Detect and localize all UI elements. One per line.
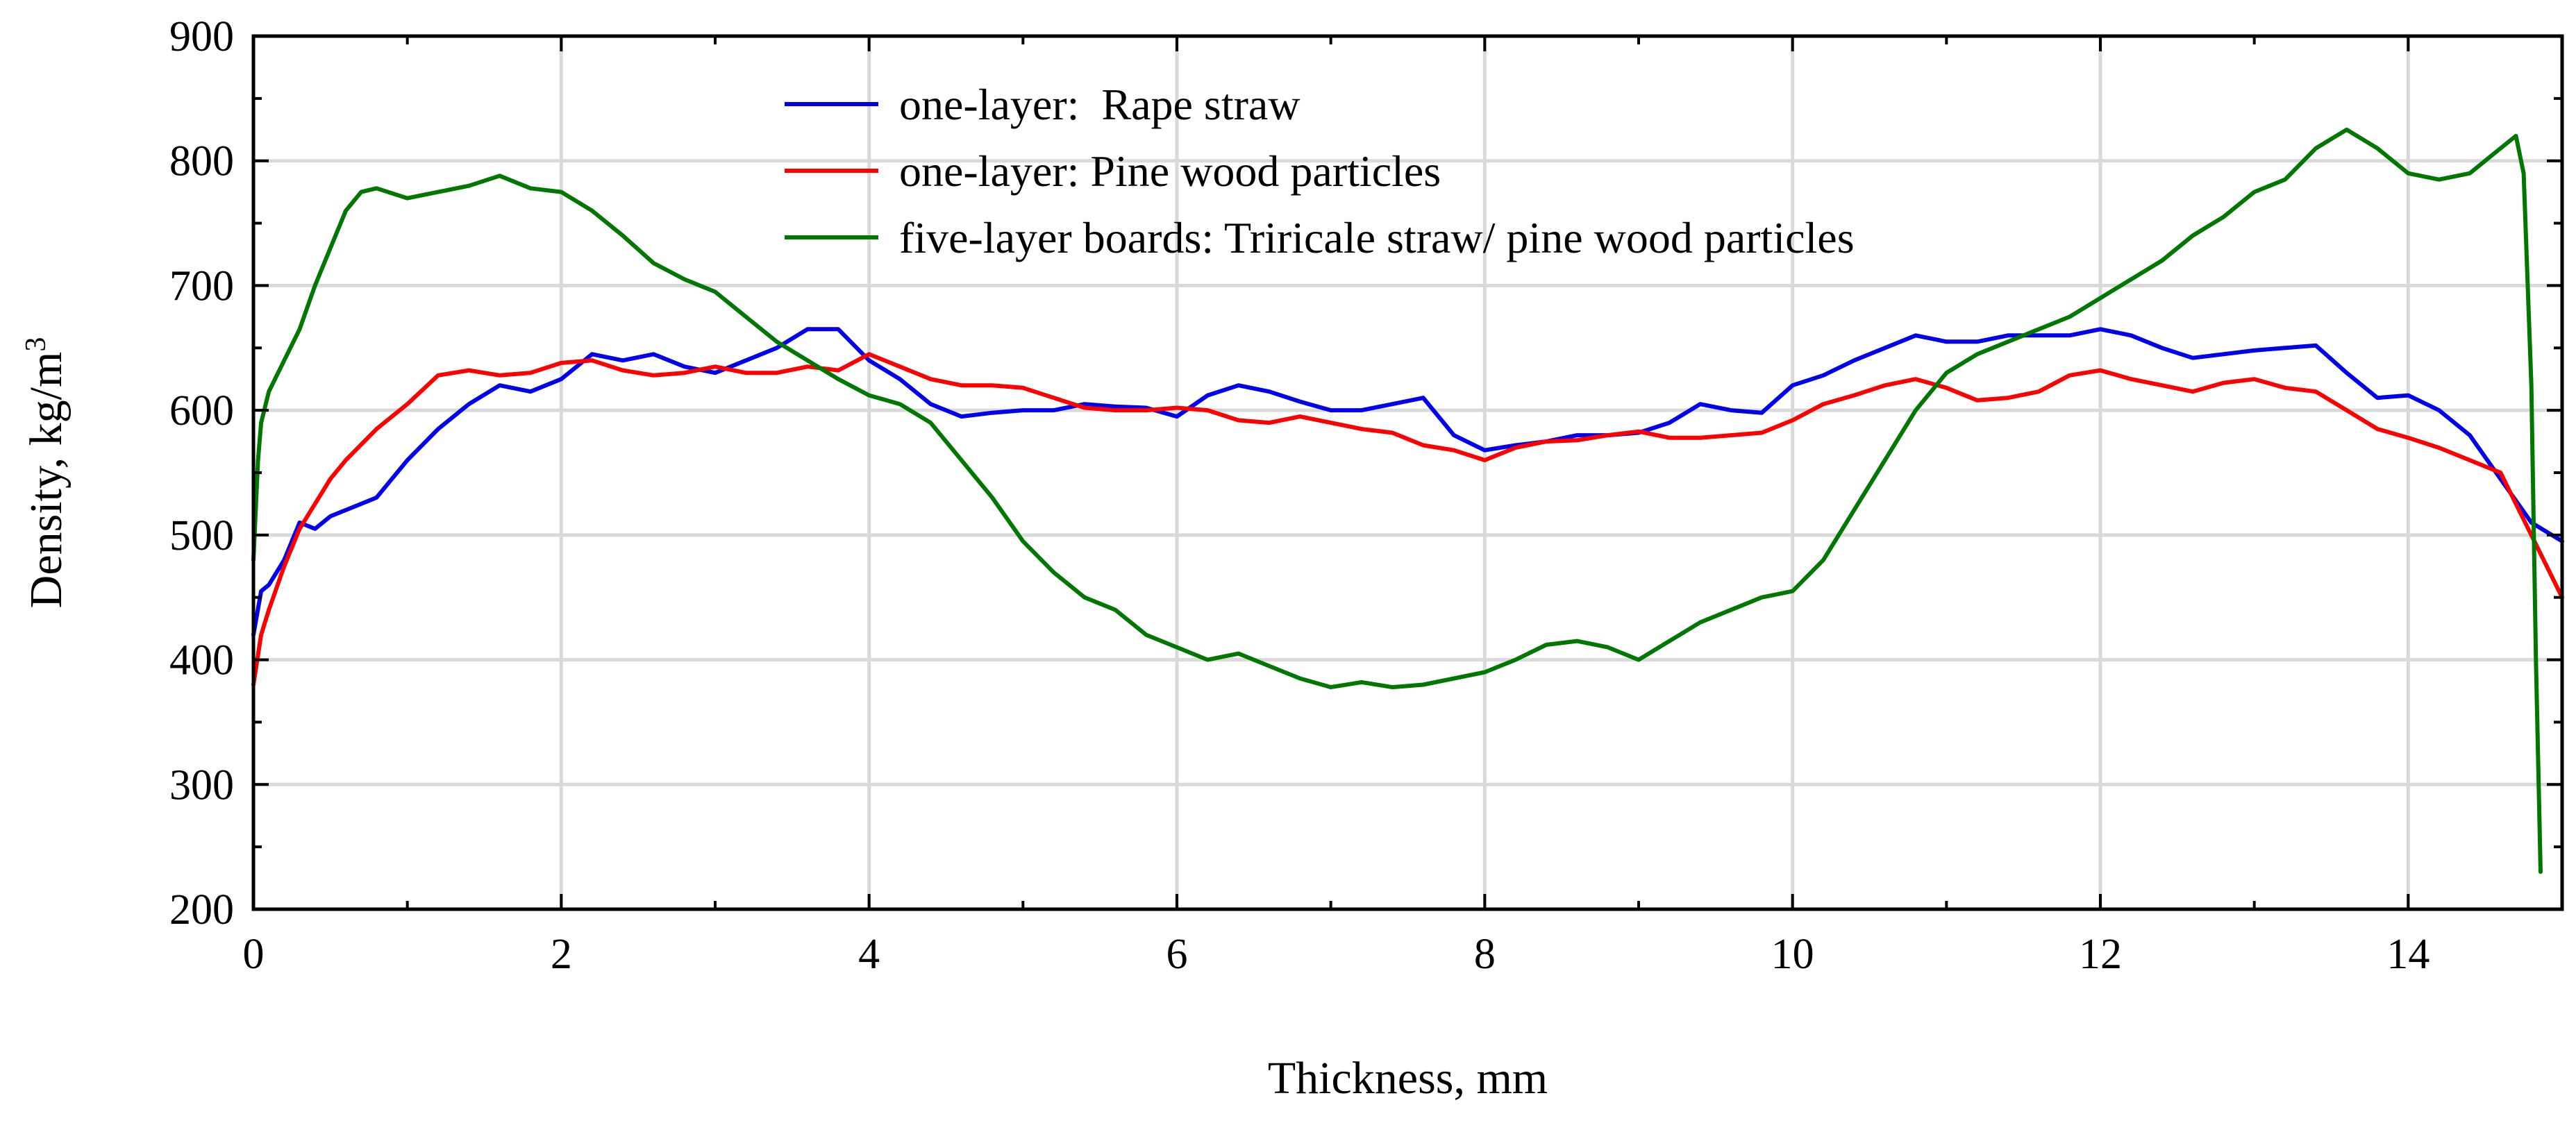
x-tick-label: 8 xyxy=(1474,931,1496,978)
x-tick-label: 2 xyxy=(551,931,572,978)
legend: one-layer: Rape straw one-layer: Pine woo… xyxy=(785,80,1855,262)
y-axis-title: Density, kg/m3 xyxy=(20,337,72,609)
x-tick-label: 4 xyxy=(858,931,880,978)
y-tick-labels: 200 300 400 500 600 700 800 900 xyxy=(169,13,234,934)
x-tick-label: 12 xyxy=(2079,931,2122,978)
series-line xyxy=(251,327,2564,637)
x-axis-title: Thickness, mm xyxy=(1268,1053,1548,1104)
y-tick-label: 900 xyxy=(169,13,234,60)
y-tick-label: 300 xyxy=(169,761,234,809)
y-tick-label: 700 xyxy=(169,262,234,310)
series-line xyxy=(251,127,2543,875)
y-axis-title-superscript: 3 xyxy=(20,337,52,352)
y-axis-title-text: Density, kg/m xyxy=(21,352,72,609)
y-tick-label: 400 xyxy=(169,637,234,684)
legend-label: one-layer: Pine wood particles xyxy=(899,146,1441,196)
tick-marks xyxy=(252,35,2564,911)
y-tick-label: 500 xyxy=(169,512,234,559)
x-tick-label: 10 xyxy=(1771,931,1814,978)
grid xyxy=(253,36,2562,909)
series-line xyxy=(251,352,2564,687)
x-tick-label: 14 xyxy=(2386,931,2429,978)
y-tick-label: 200 xyxy=(169,886,234,934)
series-lines xyxy=(251,127,2564,875)
legend-label: five-layer boards: Triricale straw/ pine… xyxy=(899,213,1855,262)
x-tick-label: 6 xyxy=(1166,931,1188,978)
x-tick-labels: 0 2 4 6 8 10 12 14 xyxy=(243,931,2430,978)
y-tick-label: 600 xyxy=(169,387,234,434)
x-tick-label: 0 xyxy=(243,931,265,978)
y-tick-label: 800 xyxy=(169,138,234,185)
legend-label: one-layer: Rape straw xyxy=(899,80,1300,129)
